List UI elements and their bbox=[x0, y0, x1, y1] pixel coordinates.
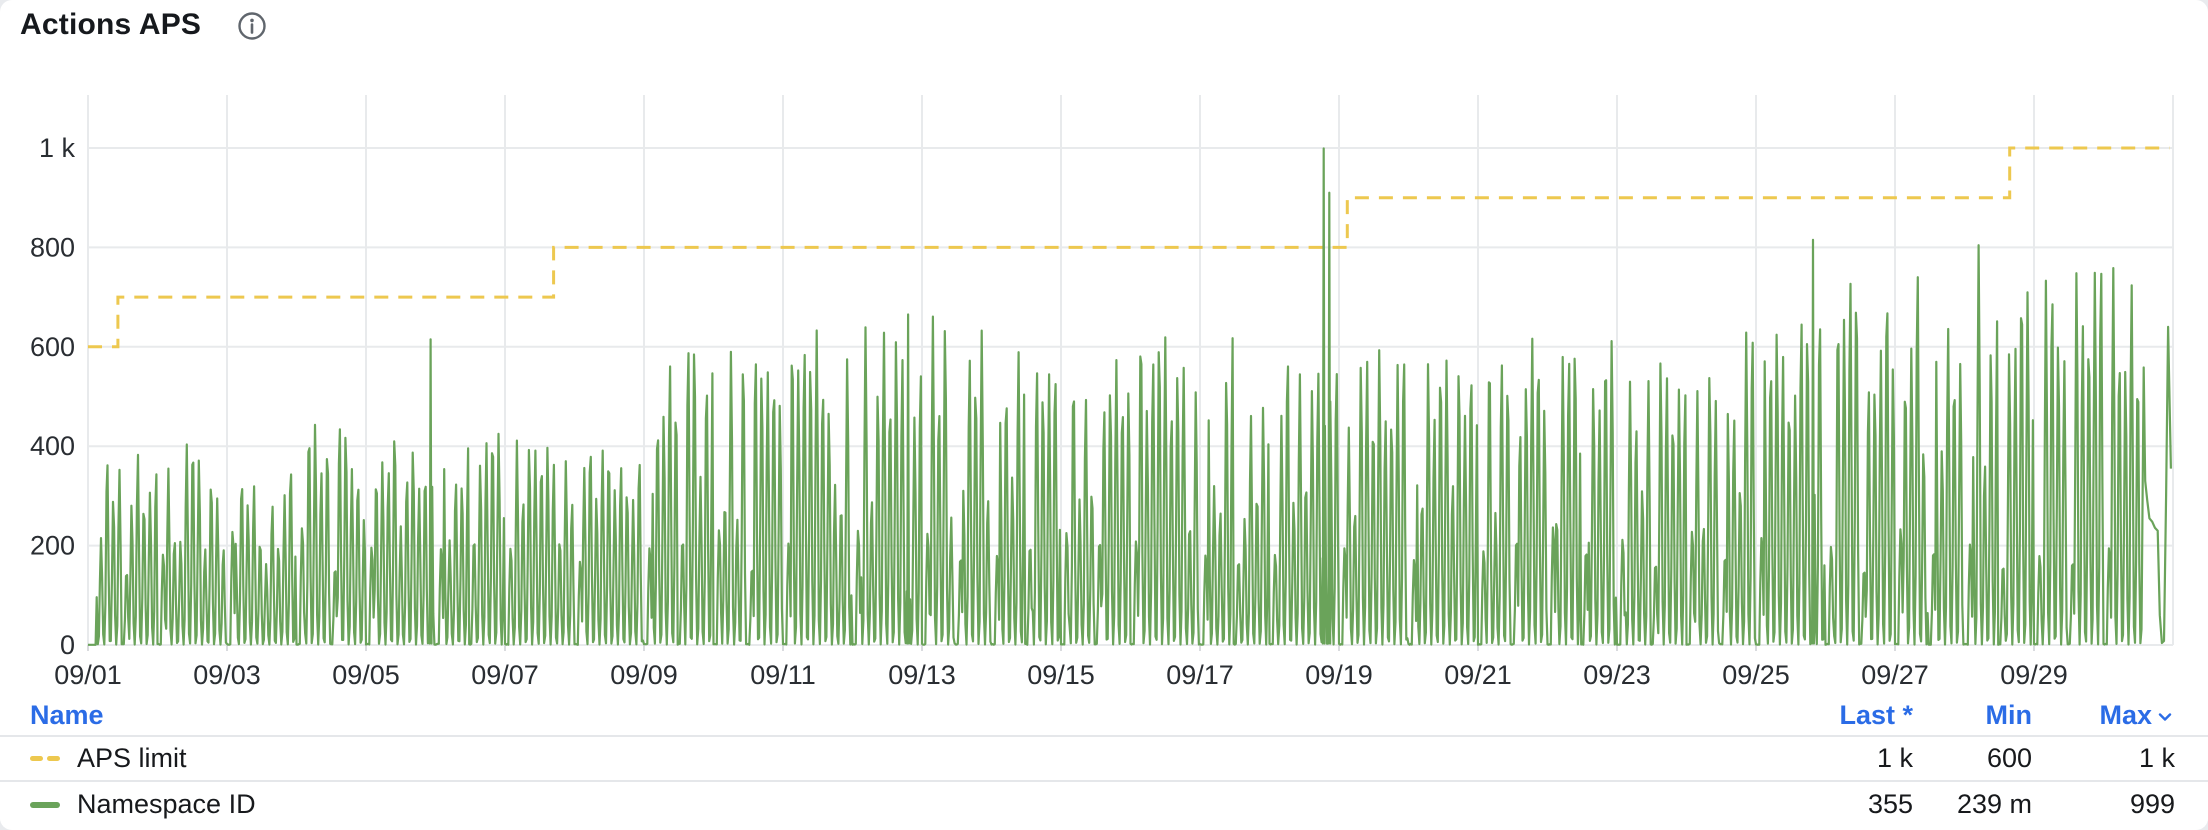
aps-time-series-chart[interactable]: 0 200 400 600 800 1 k 09/01 09/03 09/05 09/07 09/0… bbox=[0, 0, 2208, 696]
svg-text:200: 200 bbox=[30, 531, 75, 561]
svg-text:09/13: 09/13 bbox=[888, 660, 956, 690]
legend-table-header: Name Last * Min Max bbox=[0, 695, 2208, 737]
svg-text:600: 600 bbox=[30, 332, 75, 362]
aps-limit-min-value: 600 bbox=[1986, 743, 2032, 773]
svg-text:09/27: 09/27 bbox=[1861, 660, 1929, 690]
svg-text:09/29: 09/29 bbox=[2000, 660, 2068, 690]
aps-limit-last-value: 1 k bbox=[1876, 743, 1913, 773]
panel-title: Actions APS bbox=[20, 8, 202, 41]
svg-text:09/21: 09/21 bbox=[1444, 660, 1512, 690]
svg-text:800: 800 bbox=[30, 232, 75, 262]
column-header-max[interactable]: Max bbox=[2032, 700, 2175, 731]
svg-text:09/03: 09/03 bbox=[193, 660, 261, 690]
column-header-last[interactable]: Last * bbox=[1839, 699, 1913, 730]
svg-text:09/15: 09/15 bbox=[1027, 660, 1095, 690]
legend-row-aps-limit: APS limit 1 k 600 1 k bbox=[0, 737, 2208, 782]
svg-text:400: 400 bbox=[30, 431, 75, 461]
column-header-name[interactable]: Name bbox=[30, 699, 104, 730]
legend-row-namespace-id: Namespace ID 355 239 m 999 bbox=[0, 782, 2208, 827]
svg-text:09/09: 09/09 bbox=[610, 660, 678, 690]
namespace-id-swatch bbox=[30, 801, 60, 808]
chevron-down-icon bbox=[2158, 712, 2172, 721]
svg-text:09/17: 09/17 bbox=[1166, 660, 1234, 690]
svg-text:09/23: 09/23 bbox=[1583, 660, 1651, 690]
aps-limit-line bbox=[88, 146, 2170, 349]
svg-text:09/05: 09/05 bbox=[332, 660, 400, 690]
series-label-aps-limit[interactable]: APS limit bbox=[77, 743, 187, 773]
panel-header: Actions APS bbox=[20, 8, 267, 42]
svg-text:0: 0 bbox=[60, 630, 75, 660]
info-icon[interactable] bbox=[237, 11, 267, 41]
series-label-namespace-id[interactable]: Namespace ID bbox=[77, 789, 256, 819]
aps-limit-max-value: 1 k bbox=[2138, 743, 2175, 773]
legend-table: Name Last * Min Max APS limit 1 k 600 1 … bbox=[0, 695, 2208, 827]
svg-text:09/11: 09/11 bbox=[750, 660, 816, 690]
namespace-id-line bbox=[88, 147, 2172, 646]
svg-text:09/19: 09/19 bbox=[1305, 660, 1373, 690]
column-header-min[interactable]: Min bbox=[1985, 699, 2033, 730]
namespace-id-max-value: 999 bbox=[2129, 789, 2175, 819]
namespace-id-min-value: 239 m bbox=[1956, 789, 2032, 819]
svg-text:1 k: 1 k bbox=[39, 133, 76, 163]
svg-text:09/01: 09/01 bbox=[54, 660, 122, 690]
svg-text:09/07: 09/07 bbox=[471, 660, 539, 690]
aps-limit-swatch bbox=[30, 756, 60, 761]
namespace-id-last-value: 355 bbox=[1867, 789, 1913, 819]
svg-text:09/25: 09/25 bbox=[1722, 660, 1790, 690]
